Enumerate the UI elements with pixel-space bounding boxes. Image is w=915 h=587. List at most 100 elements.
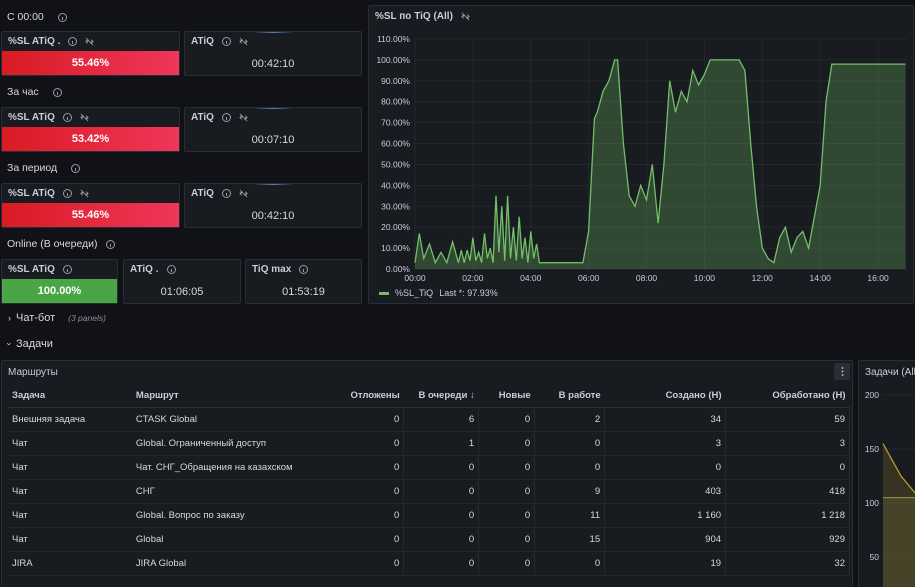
info-icon[interactable] — [57, 12, 67, 22]
link-off-icon[interactable] — [239, 113, 248, 122]
sl-chart-legend[interactable]: %SL_TiQ Last *: 97.93% — [379, 288, 498, 298]
section-chatbot[interactable]: › Чат-бот (3 panels) — [8, 312, 106, 324]
table-row[interactable]: Чат Global. Ограниченный доступ 0 1 0 0 3 3 — [8, 431, 850, 456]
column-header[interactable]: Новые — [478, 385, 535, 408]
chevron-down-icon: › — [4, 342, 15, 346]
section-tasks[interactable]: › Задачи — [4, 338, 53, 350]
info-icon[interactable] — [62, 265, 72, 274]
column-header[interactable]: Обработано (H) — [725, 385, 850, 408]
row-title-online-label: Online (В очереди) — [7, 238, 98, 250]
column-header[interactable]: В работе — [534, 385, 605, 408]
table-row[interactable]: JIRA JIRA Global 0 0 0 0 19 32 — [8, 551, 850, 576]
link-off-icon[interactable] — [80, 113, 89, 122]
atiq-since-panel: ATiQ 00:42:10 — [184, 31, 362, 76]
row-title-hour: За час — [7, 86, 62, 98]
atiq-hour-title: ATiQ — [191, 112, 214, 123]
table-cell: 0 — [403, 527, 480, 552]
sl-period-panel: %SL ATiQ 55.46% — [1, 183, 180, 228]
y-tick-label: 110.00% — [377, 34, 410, 44]
table-cell: 1 218 — [725, 503, 850, 528]
y-tick-label: 100.00% — [376, 55, 410, 65]
info-icon[interactable] — [166, 265, 176, 274]
sl-period-title: %SL ATiQ — [8, 188, 55, 199]
table-cell: 0 — [327, 527, 405, 552]
sl-chart-panel: %SL по TiQ (All) 0.00% 10.00% 20.00% 30.00%… — [368, 5, 914, 304]
table-cell: 0 — [604, 455, 727, 480]
table-cell: Global. Вопрос по заказу — [131, 503, 328, 528]
sl-online-panel: %SL ATiQ 100.00% — [1, 259, 118, 304]
info-icon[interactable] — [71, 163, 81, 173]
tiq-max-panel: TiQ max 01:53:19 — [245, 259, 362, 304]
y-tick-label: 20.00% — [381, 222, 410, 232]
table-cell: Внешняя задача — [8, 407, 132, 432]
x-tick-label: 06:00 — [578, 273, 600, 283]
table-cell: 0 — [725, 455, 850, 480]
info-icon[interactable] — [105, 239, 115, 249]
y-tick-label: 40.00% — [381, 180, 410, 190]
info-icon[interactable] — [221, 189, 231, 198]
menu-icon[interactable] — [834, 363, 850, 380]
table-cell: 0 — [478, 527, 536, 552]
row-title-period-label: За период — [7, 162, 58, 174]
info-icon[interactable] — [62, 189, 72, 198]
column-header[interactable]: Отложены — [327, 385, 404, 408]
table-row[interactable]: Чат СНГ 0 0 0 9 403 418 — [8, 479, 850, 504]
column-header[interactable]: Маршрут — [131, 385, 328, 408]
table-cell: Чат — [8, 503, 132, 528]
y-tick-label: 200 — [865, 390, 879, 400]
legend-value: Last *: 97.93% — [439, 288, 498, 298]
row-title-since: С 00:00 — [7, 11, 67, 23]
y-tick-label: 60.00% — [381, 139, 410, 149]
sl-chart-plot[interactable]: 0.00% 10.00% 20.00% 30.00% 40.00% 50.00% 60.00… — [369, 6, 915, 305]
info-icon[interactable] — [68, 37, 78, 46]
info-icon[interactable] — [52, 87, 62, 97]
section-chatbot-title: Чат-бот — [16, 312, 56, 324]
link-off-icon[interactable] — [239, 189, 248, 198]
sl-hour-value: 53.42% — [2, 127, 179, 151]
info-icon[interactable] — [221, 113, 231, 122]
link-off-icon[interactable] — [85, 37, 95, 46]
link-off-icon[interactable] — [461, 12, 470, 21]
series-area — [883, 497, 915, 587]
tasks-chart-plot[interactable]: 200 150 100 50 — [859, 361, 915, 587]
table-cell: 0 — [478, 551, 536, 576]
column-header[interactable]: Задача — [8, 385, 132, 408]
table-cell: 19 — [604, 551, 727, 576]
table-cell: 0 — [534, 431, 606, 456]
table-cell: 0 — [327, 407, 405, 432]
table-header: Задача Маршрут Отложены В очереди ↓ Новы… — [8, 385, 850, 408]
atiq-online-panel: ATiQ . 01:06:05 — [123, 259, 241, 304]
column-header-sorted[interactable]: В очереди ↓ — [403, 385, 479, 408]
table-cell: Чат — [8, 527, 132, 552]
info-icon[interactable] — [62, 113, 72, 122]
table-cell: 1 160 — [604, 503, 727, 528]
table-cell: Global — [131, 527, 328, 552]
table-cell: 2 — [534, 407, 606, 432]
table-cell: 0 — [478, 407, 536, 432]
row-title-period: За период — [7, 162, 81, 174]
column-header[interactable]: Создано (H) — [604, 385, 726, 408]
table-cell: 0 — [403, 551, 480, 576]
table-row[interactable]: Внешняя задача CTASK Global 0 6 0 2 34 59 — [8, 407, 850, 432]
table-cell: 904 — [604, 527, 727, 552]
tasks-chart-panel: Задачи (All) 200 150 100 50 — [858, 360, 915, 587]
table-row[interactable]: Чат Global 0 0 0 15 904 929 — [8, 527, 850, 552]
atiq-period-value: 00:42:10 — [251, 210, 295, 222]
info-icon[interactable] — [299, 265, 309, 274]
table-row[interactable]: Чат Global. Вопрос по заказу 0 0 0 11 1 160 1 2… — [8, 503, 850, 528]
y-tick-label: 80.00% — [381, 97, 410, 107]
table-cell: 1 — [403, 431, 480, 456]
y-tick-label: 100 — [865, 498, 879, 508]
table-cell: 34 — [604, 407, 727, 432]
table-row[interactable]: Чат Чат. СНГ_Обращения на казахском 0 0 0 0 0 0 — [8, 455, 850, 480]
y-tick-label: 10.00% — [381, 243, 410, 253]
link-off-icon[interactable] — [80, 189, 89, 198]
chevron-right-icon: › — [8, 313, 11, 323]
sl-hour-panel: %SL ATiQ 53.42% — [1, 107, 180, 152]
link-off-icon[interactable] — [239, 37, 248, 46]
legend-label: %SL_TiQ — [395, 288, 434, 298]
atiq-since-title: ATiQ — [191, 36, 214, 47]
column-header-label: В очереди — [418, 390, 468, 402]
row-title-hour-label: За час — [7, 86, 39, 98]
info-icon[interactable] — [221, 37, 231, 46]
